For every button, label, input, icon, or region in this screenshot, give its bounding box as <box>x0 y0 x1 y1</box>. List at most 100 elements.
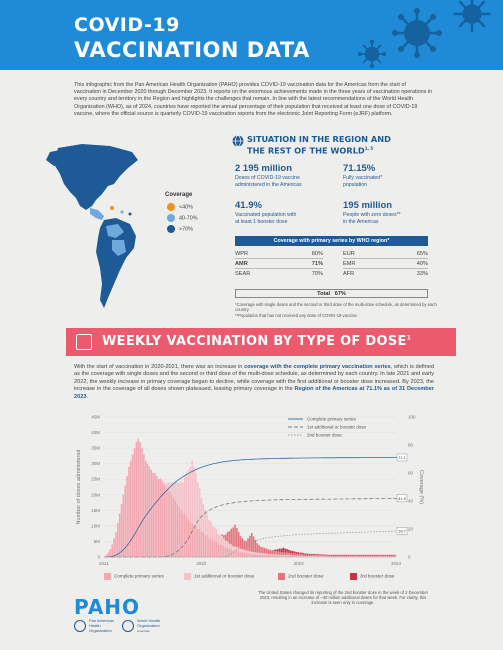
bar-primary <box>321 556 324 557</box>
y-left-tick-label: 5M <box>94 539 101 544</box>
bar-primary <box>144 460 147 557</box>
bar-booster1 <box>213 527 216 542</box>
bar-booster2 <box>390 555 393 557</box>
bar-primary <box>167 488 169 557</box>
end-label-box <box>396 494 408 503</box>
bar-booster1 <box>260 552 262 555</box>
bar-booster1 <box>275 554 277 556</box>
y-left-tick-label: 45M <box>91 415 100 420</box>
bar-booster1 <box>271 554 273 556</box>
bar-booster2 <box>349 555 352 557</box>
bar-primary <box>308 556 311 557</box>
bar-booster2 <box>343 555 346 557</box>
bar-booster2 <box>334 555 337 557</box>
paho-org-name: Pan American Health Organization <box>89 618 114 633</box>
bar-booster3 <box>303 553 305 555</box>
bar-booster3 <box>338 554 340 556</box>
bar-primary <box>254 554 257 557</box>
bar-booster2 <box>375 555 378 557</box>
bar-primary <box>215 541 218 557</box>
bar-booster1 <box>187 469 190 520</box>
divider <box>343 258 428 259</box>
y-left-tick-label: 15M <box>91 508 100 513</box>
y-left-tick-label: 0 <box>97 555 100 560</box>
who-org-name: World Health Organization Americas <box>137 618 160 633</box>
stat-zero-dose: 195 million People with zero doses** in … <box>343 200 401 225</box>
bar-booster2 <box>280 552 283 556</box>
end-label-box <box>396 527 408 535</box>
line-legend-label: Complete primary series <box>307 417 357 422</box>
weekly-body-text: With the start of vaccination in 2020-20… <box>74 364 434 401</box>
bar-booster1 <box>263 553 266 555</box>
bar-booster1 <box>254 552 257 555</box>
line-legend-label: 2nd booster dose <box>307 433 342 438</box>
bar-primary <box>210 538 212 557</box>
bar-booster2 <box>323 555 326 557</box>
bar-primary <box>109 549 112 557</box>
coverage-legend-high: >70% <box>167 225 193 233</box>
bar-legend-booster2: 2nd booster dose <box>278 573 324 580</box>
bar-primary <box>325 556 327 557</box>
legend-swatch-darkblue <box>167 225 175 233</box>
bar-primary <box>180 510 182 557</box>
bar-booster1 <box>196 482 199 529</box>
y-left-tick-label: 10M <box>91 523 100 528</box>
bar-primary <box>104 556 106 557</box>
bar-booster2 <box>321 555 324 557</box>
y-right-tick-label: 100 <box>408 415 416 420</box>
bar-booster2 <box>232 527 234 547</box>
situation-title-line2: THE REST OF THE WORLD1, 5 <box>247 144 391 156</box>
bar-booster2 <box>239 536 242 549</box>
bar-booster2 <box>226 532 229 542</box>
bar-primary <box>241 552 244 557</box>
total-label: Total <box>317 291 331 297</box>
bar-booster2 <box>254 539 257 553</box>
paho-emblem-icon <box>74 620 86 632</box>
bar-booster1 <box>252 552 255 554</box>
body-part-2: , which is defined as the coverage with … <box>74 364 434 393</box>
bar-primary <box>115 532 117 557</box>
bar-booster1 <box>185 473 188 517</box>
bar-booster2 <box>353 555 355 557</box>
bar-booster1 <box>293 555 296 557</box>
bar-booster2 <box>273 550 275 555</box>
bar-booster1 <box>278 554 281 556</box>
body-part-3: . <box>86 393 89 400</box>
bar-booster1 <box>286 555 288 556</box>
bar-primary <box>178 507 180 557</box>
bar-booster1 <box>262 553 264 555</box>
bar-primary <box>219 544 221 557</box>
bar-booster2 <box>265 548 268 554</box>
bar-booster3 <box>392 554 394 556</box>
bar-primary <box>170 494 173 557</box>
body-bold-1: coverage with the complete primary vacci… <box>244 364 391 370</box>
bar-booster2 <box>236 528 238 547</box>
who-emblem-icon <box>122 620 134 632</box>
bar-booster1 <box>232 546 234 551</box>
bar-booster3 <box>353 554 355 556</box>
bar-booster3 <box>388 554 391 556</box>
y-left-tick-label: 25M <box>91 477 100 482</box>
bar-primary <box>236 550 238 557</box>
stat-desc-2: population <box>343 181 367 188</box>
bar-booster1 <box>195 473 197 526</box>
bar-booster2 <box>330 555 333 557</box>
legend-swatch <box>104 573 111 580</box>
bar-booster2 <box>237 532 240 548</box>
bar-booster3 <box>314 553 316 555</box>
bar-primary <box>265 554 268 557</box>
bar-booster1 <box>230 544 233 550</box>
title-line-2: VACCINATION DATA <box>74 38 310 62</box>
bar-booster2 <box>260 546 262 553</box>
bar-booster3 <box>325 554 327 556</box>
bar-primary <box>165 488 167 557</box>
bar-primary <box>128 466 130 557</box>
stat-value: 71.15% <box>343 163 376 174</box>
bar-booster3 <box>362 554 365 556</box>
bar-primary <box>230 549 233 557</box>
legend-swatch <box>350 573 357 580</box>
bar-booster2 <box>338 555 340 557</box>
bar-booster2 <box>358 555 361 557</box>
footnote-2: **Population that has not received any d… <box>235 313 358 318</box>
bar-booster1 <box>291 555 294 557</box>
